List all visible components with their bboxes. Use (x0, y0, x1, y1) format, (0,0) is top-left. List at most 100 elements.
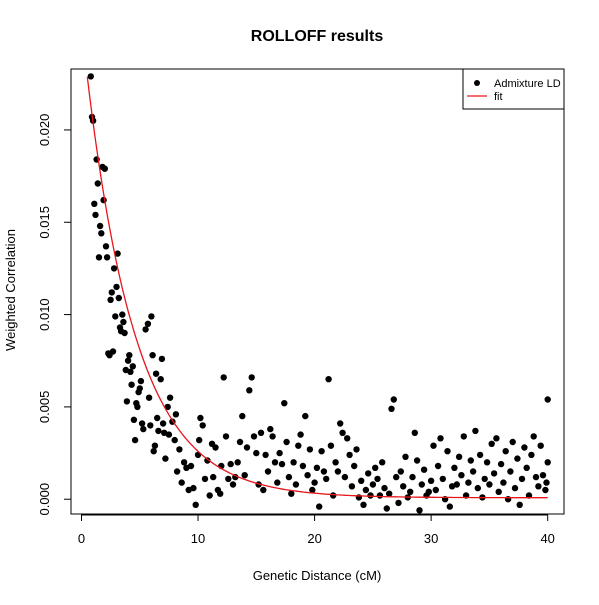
data-point (149, 352, 156, 359)
data-point (94, 180, 102, 187)
data-point (418, 481, 425, 488)
data-point (236, 438, 244, 446)
data-point (234, 459, 241, 466)
data-point (516, 501, 523, 508)
data-point (199, 422, 206, 429)
x-tick-label: 0 (78, 531, 85, 546)
data-point (108, 289, 116, 296)
data-point (481, 475, 488, 483)
data-point (288, 490, 295, 497)
data-point (360, 501, 367, 508)
data-point (493, 435, 500, 442)
plot-area (86, 73, 551, 514)
data-point (416, 507, 423, 514)
data-point (325, 376, 332, 383)
data-point (257, 429, 265, 436)
data-point (511, 484, 519, 492)
data-point (278, 460, 286, 468)
data-point (114, 250, 121, 257)
data-point (323, 475, 330, 483)
data-point (544, 459, 551, 466)
data-point (103, 254, 111, 261)
data-point (306, 446, 314, 453)
data-point (369, 481, 377, 488)
data-point (381, 484, 388, 492)
data-point (157, 376, 164, 383)
data-point (474, 484, 481, 492)
data-point (376, 492, 384, 499)
y-axis: 0.000 0.005 0.010 0.015 0.020 (37, 114, 72, 515)
data-point (311, 479, 318, 486)
data-point (444, 448, 451, 455)
data-point (165, 431, 173, 438)
chart-title: ROLLOFF results (251, 28, 384, 45)
data-point (411, 429, 418, 436)
legend: Admixture LD fit (462, 68, 565, 110)
data-point (390, 396, 397, 403)
data-point (260, 486, 267, 494)
data-point (544, 396, 551, 403)
data-point (271, 459, 279, 466)
data-point (427, 477, 435, 484)
data-point (246, 387, 253, 394)
data-point (196, 436, 203, 444)
data-point (210, 473, 217, 481)
data-point (313, 464, 321, 471)
data-point (502, 448, 509, 455)
data-point (367, 492, 374, 499)
data-point (171, 436, 178, 444)
data-point (290, 459, 297, 466)
data-point (455, 453, 463, 460)
data-point (150, 448, 157, 455)
data-point (276, 449, 283, 457)
data-point (120, 318, 127, 326)
y-axis-label: Weighted Correlation (3, 229, 18, 351)
data-point (539, 472, 547, 479)
data-point (281, 400, 288, 407)
data-point (439, 475, 446, 483)
data-point (425, 488, 432, 495)
data-point (140, 425, 147, 433)
data-point (92, 211, 99, 219)
data-point (374, 475, 381, 483)
data-point (295, 442, 302, 449)
data-point (128, 381, 135, 388)
data-point (225, 475, 232, 483)
y-tick-label: 0.005 (37, 391, 52, 424)
data-point (542, 486, 549, 494)
data-point (264, 468, 272, 475)
data-point (362, 486, 370, 494)
data-point (95, 254, 103, 261)
data-point (388, 405, 395, 412)
data-point (297, 431, 304, 438)
legend-label-fit: fit (494, 91, 503, 103)
data-point (227, 460, 234, 468)
data-point (437, 435, 444, 442)
data-point (346, 451, 353, 459)
data-point (497, 460, 505, 468)
legend-label-admixture-ld: Admixture LD (494, 78, 561, 90)
data-point (176, 446, 183, 453)
data-point (532, 473, 540, 481)
data-point (535, 483, 542, 490)
data-point (400, 483, 407, 490)
data-point (337, 420, 344, 427)
y-tick-label: 0.010 (37, 298, 52, 331)
data-point (138, 420, 146, 427)
data-point (98, 230, 105, 237)
data-point (467, 457, 474, 464)
data-point (190, 484, 197, 492)
data-point (187, 462, 195, 470)
data-point (318, 448, 325, 455)
data-point (239, 412, 246, 420)
data-point (131, 436, 139, 444)
data-point (409, 473, 416, 481)
data-point (334, 468, 342, 475)
data-point (109, 348, 117, 355)
data-point (397, 468, 404, 475)
x-tick-label: 30 (424, 531, 438, 546)
data-point (248, 374, 255, 381)
data-point (102, 243, 110, 250)
data-point (130, 416, 138, 423)
data-point (476, 451, 484, 459)
